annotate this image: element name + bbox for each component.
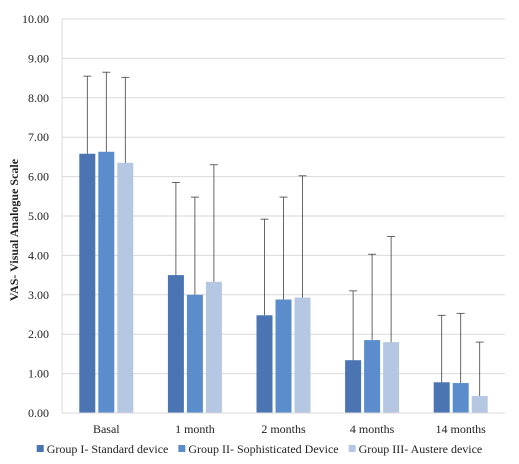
legend-swatch xyxy=(36,445,44,452)
y-tick-label: 1.00 xyxy=(28,367,49,381)
legend-swatch xyxy=(178,445,186,452)
legend-swatch xyxy=(348,445,356,452)
bar xyxy=(452,383,469,413)
y-tick-label: 8.00 xyxy=(28,91,49,105)
bar xyxy=(167,275,184,413)
bar xyxy=(364,340,381,413)
bar xyxy=(294,297,311,413)
x-tick-label: 2 months xyxy=(261,422,306,436)
legend-label: Group I- Standard device xyxy=(47,442,169,456)
bar xyxy=(79,153,96,414)
y-tick-label: 0.00 xyxy=(28,406,49,420)
bar xyxy=(345,360,362,413)
y-axis-title: VAS- Visual Analogue Scale xyxy=(7,158,21,301)
error-bars xyxy=(83,71,484,397)
x-tick-label: Basal xyxy=(93,422,120,436)
bar xyxy=(186,294,203,413)
y-tick-labels: 0.00 1.00 2.00 3.00 4.00 5.00 6.00 7.00 8.00 9.00… xyxy=(22,12,49,420)
y-tick-label: 10.00 xyxy=(22,12,49,26)
y-tick-label: 4.00 xyxy=(28,248,49,262)
y-tick-label: 9.00 xyxy=(28,51,49,65)
bar xyxy=(98,151,115,413)
x-tick-label: 1 month xyxy=(175,422,215,436)
y-tick-label: 2.00 xyxy=(28,327,49,341)
axes xyxy=(61,19,505,414)
legend-label: Group III- Austere device xyxy=(359,442,483,456)
y-tick-label: 3.00 xyxy=(28,288,49,302)
bar xyxy=(275,299,292,413)
x-tick-labels: Basal 1 month 2 months 4 months 14 months xyxy=(93,422,486,436)
y-tick-label: 7.00 xyxy=(28,130,49,144)
legend: Group I- Standard device Group II- Sophis… xyxy=(36,442,483,456)
bar xyxy=(433,382,450,413)
x-tick-label: 14 months xyxy=(436,422,487,436)
bar xyxy=(205,281,222,413)
x-tick-label: 4 months xyxy=(350,422,395,436)
y-tick-label: 5.00 xyxy=(28,209,49,223)
y-tick-label: 6.00 xyxy=(28,170,49,184)
legend-label: Group II- Sophisticated Device xyxy=(188,442,338,456)
bar xyxy=(256,315,273,413)
bar xyxy=(383,342,400,413)
bars xyxy=(79,151,488,414)
bar xyxy=(117,162,134,413)
bar xyxy=(471,396,488,413)
